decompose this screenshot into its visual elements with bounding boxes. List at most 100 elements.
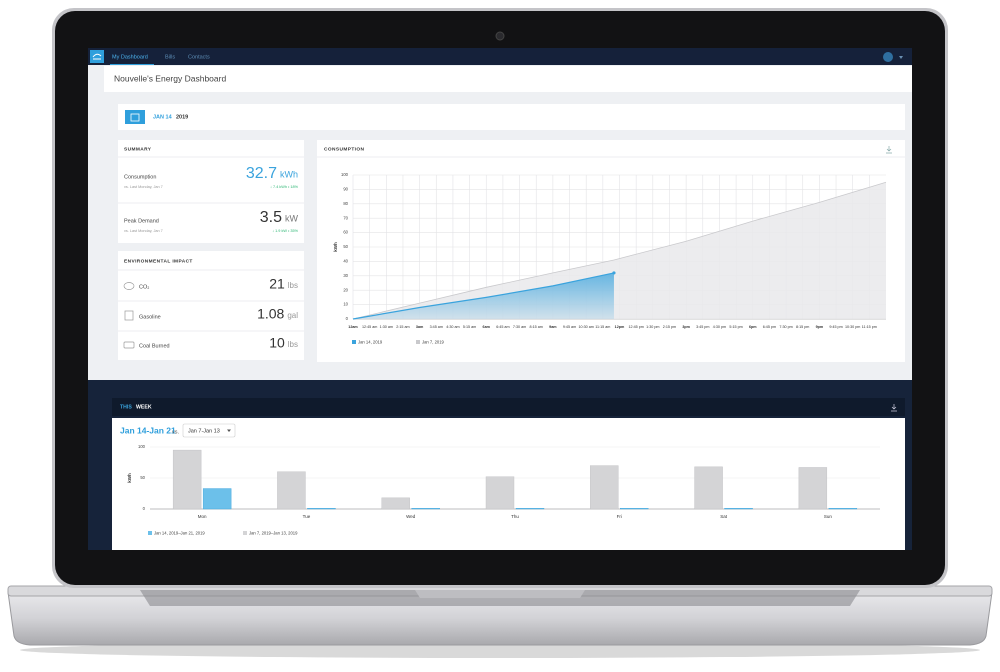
bar (381, 497, 410, 510)
x-tick-label: 6am (483, 325, 491, 329)
impact-label: CO₂ (139, 284, 149, 290)
nav-tab[interactable]: My Dashboard (112, 54, 148, 60)
bar (620, 508, 649, 510)
cloud-icon (123, 282, 135, 290)
y-tick-label: 90 (343, 187, 348, 192)
compare-select: Jan 7-Jan 13 (188, 428, 220, 434)
nav-bar (88, 48, 912, 65)
impact-label: Gasoline (139, 314, 161, 320)
x-tick-label: 9pm (816, 325, 824, 329)
metric-comparison: vs. Last Monday, Jan 7 (124, 229, 163, 233)
impact-label: Coal Burned (139, 343, 170, 349)
metric-change: ↓ 7.4 kWh • 18% (270, 185, 299, 189)
trackpad-notch (415, 590, 585, 598)
impact-value: 10 (269, 335, 285, 351)
card-title: CONSUMPTION (324, 146, 365, 152)
x-tick-label: 12pm (615, 325, 625, 329)
x-tick-label: 2:15 pm (663, 325, 676, 329)
impact-value: 21 (269, 276, 285, 292)
coal-icon (123, 341, 135, 349)
impact-value: 1.08 (257, 306, 284, 322)
x-tick-label: 7:30 pm (779, 325, 792, 329)
calendar-button[interactable] (125, 110, 145, 124)
bar (515, 508, 545, 510)
x-tick-label: 1:30 pm (646, 325, 659, 329)
bar (277, 471, 306, 510)
card-title: SUMMARY (124, 146, 152, 152)
x-tick-label: Sun (824, 514, 833, 519)
user-menu-caret[interactable] (899, 56, 903, 59)
x-tick-label: 6:45 am (496, 325, 509, 329)
x-tick-label: Thu (511, 514, 519, 519)
x-tick-label: Fri (617, 514, 622, 519)
legend-label: Jan 7, 2019–Jan 13, 2019 (249, 531, 298, 536)
end-point (612, 271, 616, 275)
bar (202, 488, 232, 510)
compare-dropdown[interactable] (182, 423, 236, 438)
x-tick-label: 5:15 pm (729, 325, 742, 329)
x-tick-label: 3am (416, 325, 424, 329)
bar (694, 466, 723, 510)
metric-unit: kWh (280, 169, 298, 179)
x-tick-label: 11:15 am (595, 325, 610, 329)
x-tick-label: 6pm (749, 325, 757, 329)
legend-swatch (243, 531, 247, 535)
x-tick-label: Mon (198, 514, 207, 519)
download-icon[interactable] (886, 146, 892, 154)
nav-tab[interactable]: Bills (165, 54, 175, 60)
x-tick-label: 12:45 pm (628, 325, 643, 329)
user-avatar[interactable] (883, 52, 893, 62)
series-line (352, 181, 887, 320)
y-axis-label: kWh (127, 473, 132, 483)
x-tick-label: 7:30 am (513, 325, 526, 329)
x-tick-label: 9am (549, 325, 557, 329)
y-tick-label: 60 (343, 230, 348, 235)
x-tick-label: 9:45 am (563, 325, 576, 329)
legend-swatch (352, 340, 356, 344)
x-tick-label: 8:15 am (530, 325, 543, 329)
x-tick-label: 3:45 am (430, 325, 443, 329)
vs-label: vs. (172, 429, 180, 435)
metric-label: Peak Demand (124, 218, 159, 224)
bar (172, 449, 202, 510)
series-line (352, 272, 615, 320)
y-tick-label: 80 (343, 201, 348, 206)
impact-unit: lbs (288, 281, 298, 290)
env-icons (123, 282, 135, 349)
metric-value: 32.7 (246, 165, 277, 182)
section-title: WEEK (136, 404, 152, 410)
legend-swatch (416, 340, 420, 344)
bar (798, 467, 828, 510)
y-tick-label: 40 (343, 259, 348, 264)
page-title: Nouvelle's Energy Dashboard (114, 73, 226, 83)
x-tick-label: 2:15 am (396, 325, 409, 329)
x-tick-label: 6:45 pm (763, 325, 776, 329)
y-tick-label: 50 (343, 244, 348, 249)
metric-comparison: vs. Last Monday, Jan 7 (124, 185, 163, 189)
impact-unit: lbs (288, 340, 298, 349)
metric-unit: kW (285, 213, 299, 223)
x-tick-label: 12am (348, 325, 358, 329)
bar (485, 476, 515, 510)
card-title: ENVIRONMENTAL IMPACT (124, 258, 193, 264)
date-bar (118, 104, 905, 130)
x-tick-label: 11:15 pm (862, 325, 877, 329)
nav-tab[interactable]: Contacts (188, 54, 210, 60)
series-area (353, 272, 614, 319)
shadow (20, 642, 980, 658)
bar (307, 508, 336, 510)
legend-swatch (148, 531, 152, 535)
y-tick-label: 20 (343, 287, 348, 292)
x-tick-label: Tue (303, 514, 311, 519)
week-range: Jan 14-Jan 21 (120, 425, 176, 435)
x-tick-label: 10:30 am (579, 325, 594, 329)
bar (411, 508, 440, 510)
y-tick-label: 0 (143, 506, 146, 511)
week-header (112, 398, 905, 416)
fuel-icon (124, 310, 134, 321)
date-month-day: JAN 14 (153, 114, 173, 120)
download-icon[interactable] (891, 404, 897, 412)
metric-value: 3.5 (260, 209, 282, 226)
